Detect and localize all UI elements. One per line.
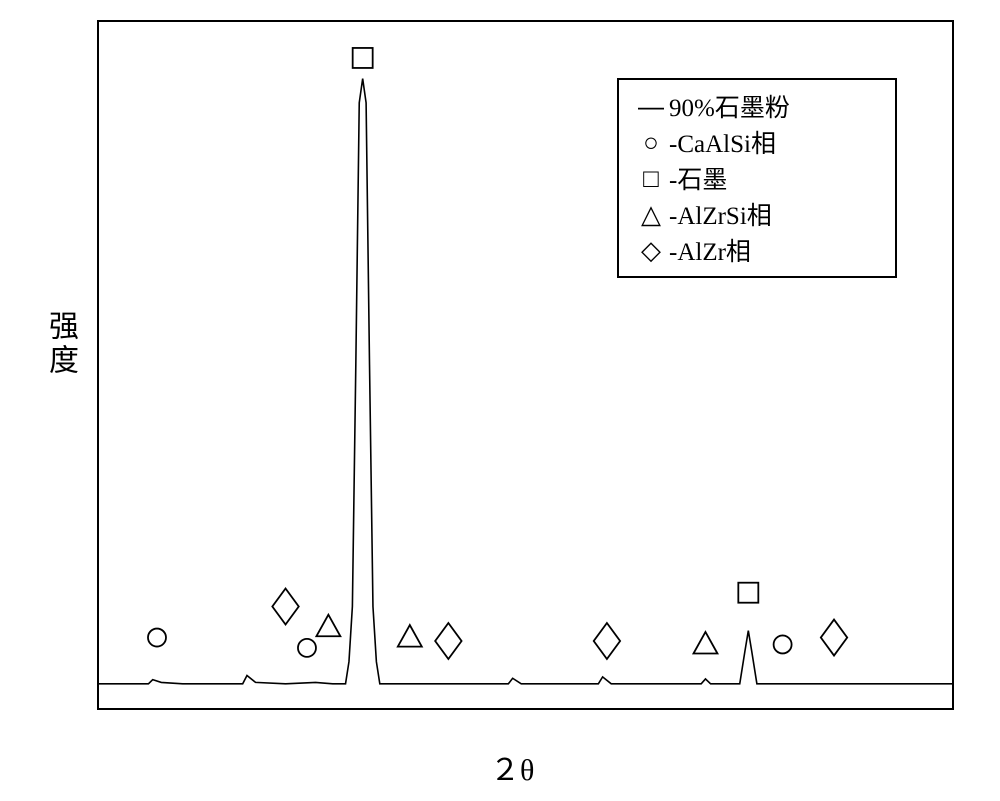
legend-row: □-石墨 bbox=[633, 160, 881, 196]
y-axis-label: 强度 bbox=[38, 310, 82, 378]
x-axis-label: ２θ bbox=[490, 745, 534, 789]
legend-row: △-AlZrSi相 bbox=[633, 196, 881, 232]
legend-symbol: □ bbox=[633, 163, 669, 194]
triangle-marker bbox=[693, 632, 717, 654]
square-marker bbox=[353, 48, 373, 68]
legend-label: -石墨 bbox=[669, 160, 727, 196]
legend-label: -AlZrSi相 bbox=[669, 196, 772, 232]
legend-symbol: △ bbox=[633, 199, 669, 230]
circle-marker bbox=[298, 639, 316, 657]
legend-label: -AlZr相 bbox=[669, 232, 751, 268]
circle-marker bbox=[774, 635, 792, 653]
legend: —90%石墨粉○-CaAlSi相□-石墨△-AlZrSi相◇-AlZr相 bbox=[617, 78, 897, 278]
legend-row: ◇-AlZr相 bbox=[633, 232, 881, 268]
triangle-marker bbox=[316, 615, 340, 637]
square-marker bbox=[738, 583, 758, 603]
diamond-marker bbox=[435, 623, 461, 659]
legend-symbol: ○ bbox=[633, 127, 669, 158]
legend-symbol: ◇ bbox=[633, 235, 669, 266]
diamond-marker bbox=[594, 623, 620, 659]
diamond-marker bbox=[821, 620, 847, 656]
diamond-marker bbox=[272, 589, 298, 625]
legend-label: -CaAlSi相 bbox=[669, 124, 776, 160]
circle-marker bbox=[148, 629, 166, 647]
triangle-marker bbox=[398, 625, 422, 647]
legend-row: —90%石墨粉 bbox=[633, 88, 881, 124]
chart-container: 强度 ２θ —90%石墨粉○-CaAlSi相□-石墨△-AlZrSi相◇-AlZ… bbox=[0, 0, 1000, 801]
legend-label: 90%石墨粉 bbox=[669, 88, 790, 124]
legend-row: ○-CaAlSi相 bbox=[633, 124, 881, 160]
legend-symbol: — bbox=[633, 91, 669, 122]
